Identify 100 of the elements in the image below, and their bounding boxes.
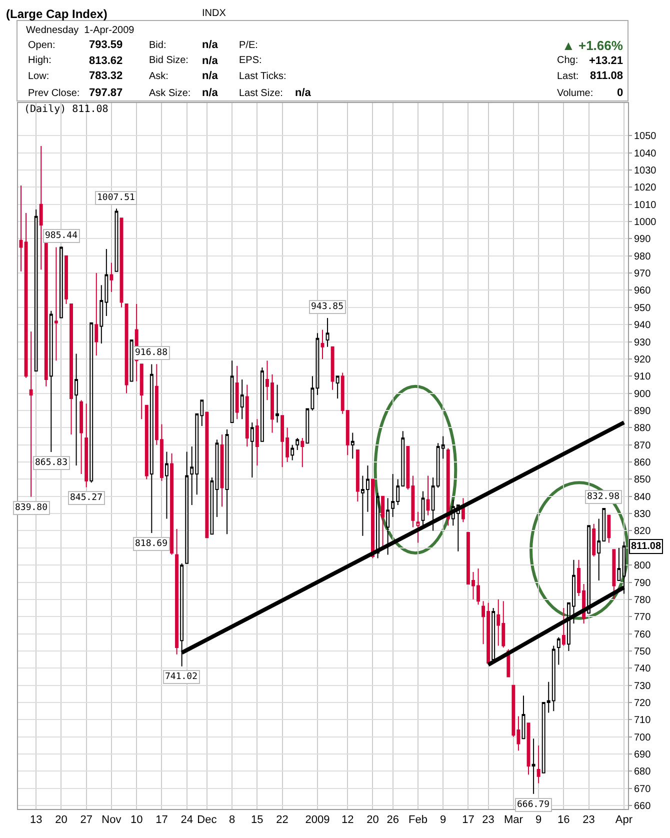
text: n/a — [202, 70, 219, 82]
text: 797.87 — [89, 87, 123, 99]
annotation: 839.80 — [15, 503, 48, 513]
candlestick — [276, 384, 280, 423]
y-tick-label: 1000 — [634, 217, 657, 228]
annotation: 943.85 — [311, 302, 344, 312]
candlestick — [416, 511, 420, 544]
y-tick-label: 960 — [634, 286, 652, 297]
annotation: 741.02 — [165, 672, 198, 682]
text: Prev Close: — [28, 88, 80, 99]
y-tick-label: 780 — [634, 594, 652, 606]
candlestick — [592, 523, 596, 557]
y-tick-label: 660 — [634, 801, 652, 812]
text: n/a — [202, 55, 219, 67]
y-tick-label: 950 — [634, 302, 652, 314]
candlestick — [74, 353, 78, 466]
y-tick-label: 790 — [634, 578, 652, 589]
y-tick-label: 1010 — [634, 200, 657, 211]
text: 811.08 — [590, 70, 624, 82]
x-tick-label: 27 — [80, 814, 92, 826]
y-tick-label: 840 — [634, 492, 652, 503]
candlestick — [225, 428, 229, 535]
candlestick — [426, 475, 430, 516]
candlestick — [255, 418, 259, 466]
candlestick — [556, 636, 560, 666]
text: Ask: — [149, 71, 168, 82]
candlestick — [607, 514, 611, 544]
text: 793.59 — [89, 39, 123, 51]
x-tick-label: 12 — [341, 814, 354, 826]
candlestick — [210, 476, 214, 535]
candlestick — [130, 340, 134, 382]
text: Chg: — [557, 55, 578, 66]
text: High: — [28, 55, 52, 66]
y-tick-label: 760 — [634, 629, 652, 640]
x-tick-label: 22 — [276, 814, 288, 826]
text: Last: — [557, 71, 579, 82]
candlestick — [532, 738, 536, 794]
candlestick — [39, 145, 43, 270]
text: n/a — [202, 39, 219, 51]
annotation: (Daily) 811.08 — [24, 104, 108, 115]
y-tick-label: 750 — [634, 646, 652, 658]
annotation: 865.83 — [35, 458, 68, 468]
y-tick-label: 720 — [634, 698, 652, 709]
text: Wednesday 1-Apr-2009 — [26, 25, 135, 36]
y-tick-label: 850 — [634, 474, 652, 486]
y-tick-label: 730 — [634, 680, 652, 692]
y-tick-label: 1030 — [634, 165, 657, 176]
y-tick-label: 1020 — [634, 182, 657, 194]
candlestick — [140, 364, 144, 420]
candlestick — [421, 490, 425, 528]
text: 0 — [617, 87, 624, 99]
x-tick-label: 23 — [482, 814, 494, 826]
y-tick-label: 900 — [634, 388, 652, 400]
y-tick-label: 940 — [634, 320, 652, 332]
candlestick — [330, 346, 334, 390]
y-tick-label: 670 — [634, 784, 652, 795]
x-tick-label: 13 — [30, 814, 42, 826]
text: 813.62 — [89, 55, 123, 67]
y-tick-label: 740 — [634, 664, 652, 675]
candlestick — [350, 432, 354, 460]
candlestick — [49, 310, 53, 452]
x-tick-label: 9 — [440, 814, 446, 826]
candlestick — [90, 322, 94, 484]
candlestick — [230, 360, 234, 423]
candlestick — [612, 549, 616, 600]
candlestick — [235, 365, 239, 420]
text: Volume: — [557, 88, 594, 99]
candlestick — [170, 452, 174, 556]
x-tick-label: 10 — [130, 814, 143, 826]
candlestick — [300, 437, 304, 468]
text: +13.21 — [589, 55, 623, 67]
candlestick — [446, 448, 450, 526]
text: P/E: — [239, 40, 258, 51]
text: EPS: — [239, 55, 262, 66]
y-tick-label: 690 — [634, 750, 652, 761]
text: Low: — [28, 71, 50, 82]
y-tick-label: 930 — [634, 337, 652, 348]
candlestick — [371, 478, 374, 559]
annotation: 832.98 — [587, 492, 620, 502]
candlestick — [205, 412, 209, 538]
y-tick-label: 770 — [634, 612, 652, 624]
chart-title: (Large Cap Index) — [6, 7, 108, 21]
candlestick — [536, 744, 540, 784]
candlestick — [165, 451, 168, 520]
text: n/a — [202, 87, 219, 99]
y-tick-label: 700 — [634, 732, 652, 744]
annotation: 985.44 — [45, 231, 78, 241]
candlestick — [386, 498, 390, 556]
candlestick — [326, 317, 330, 348]
candlestick — [376, 492, 380, 559]
candlestick — [110, 262, 114, 292]
x-tick-label: 17 — [462, 814, 474, 826]
candlestick — [215, 439, 219, 518]
y-tick-label: 980 — [634, 251, 652, 262]
candlestick — [290, 444, 294, 461]
candlestick — [381, 496, 385, 547]
x-tick-label: 17 — [156, 814, 168, 826]
y-tick-label: 1040 — [634, 148, 657, 160]
candlestick — [70, 303, 73, 436]
x-tick-label: 24 — [180, 814, 193, 826]
